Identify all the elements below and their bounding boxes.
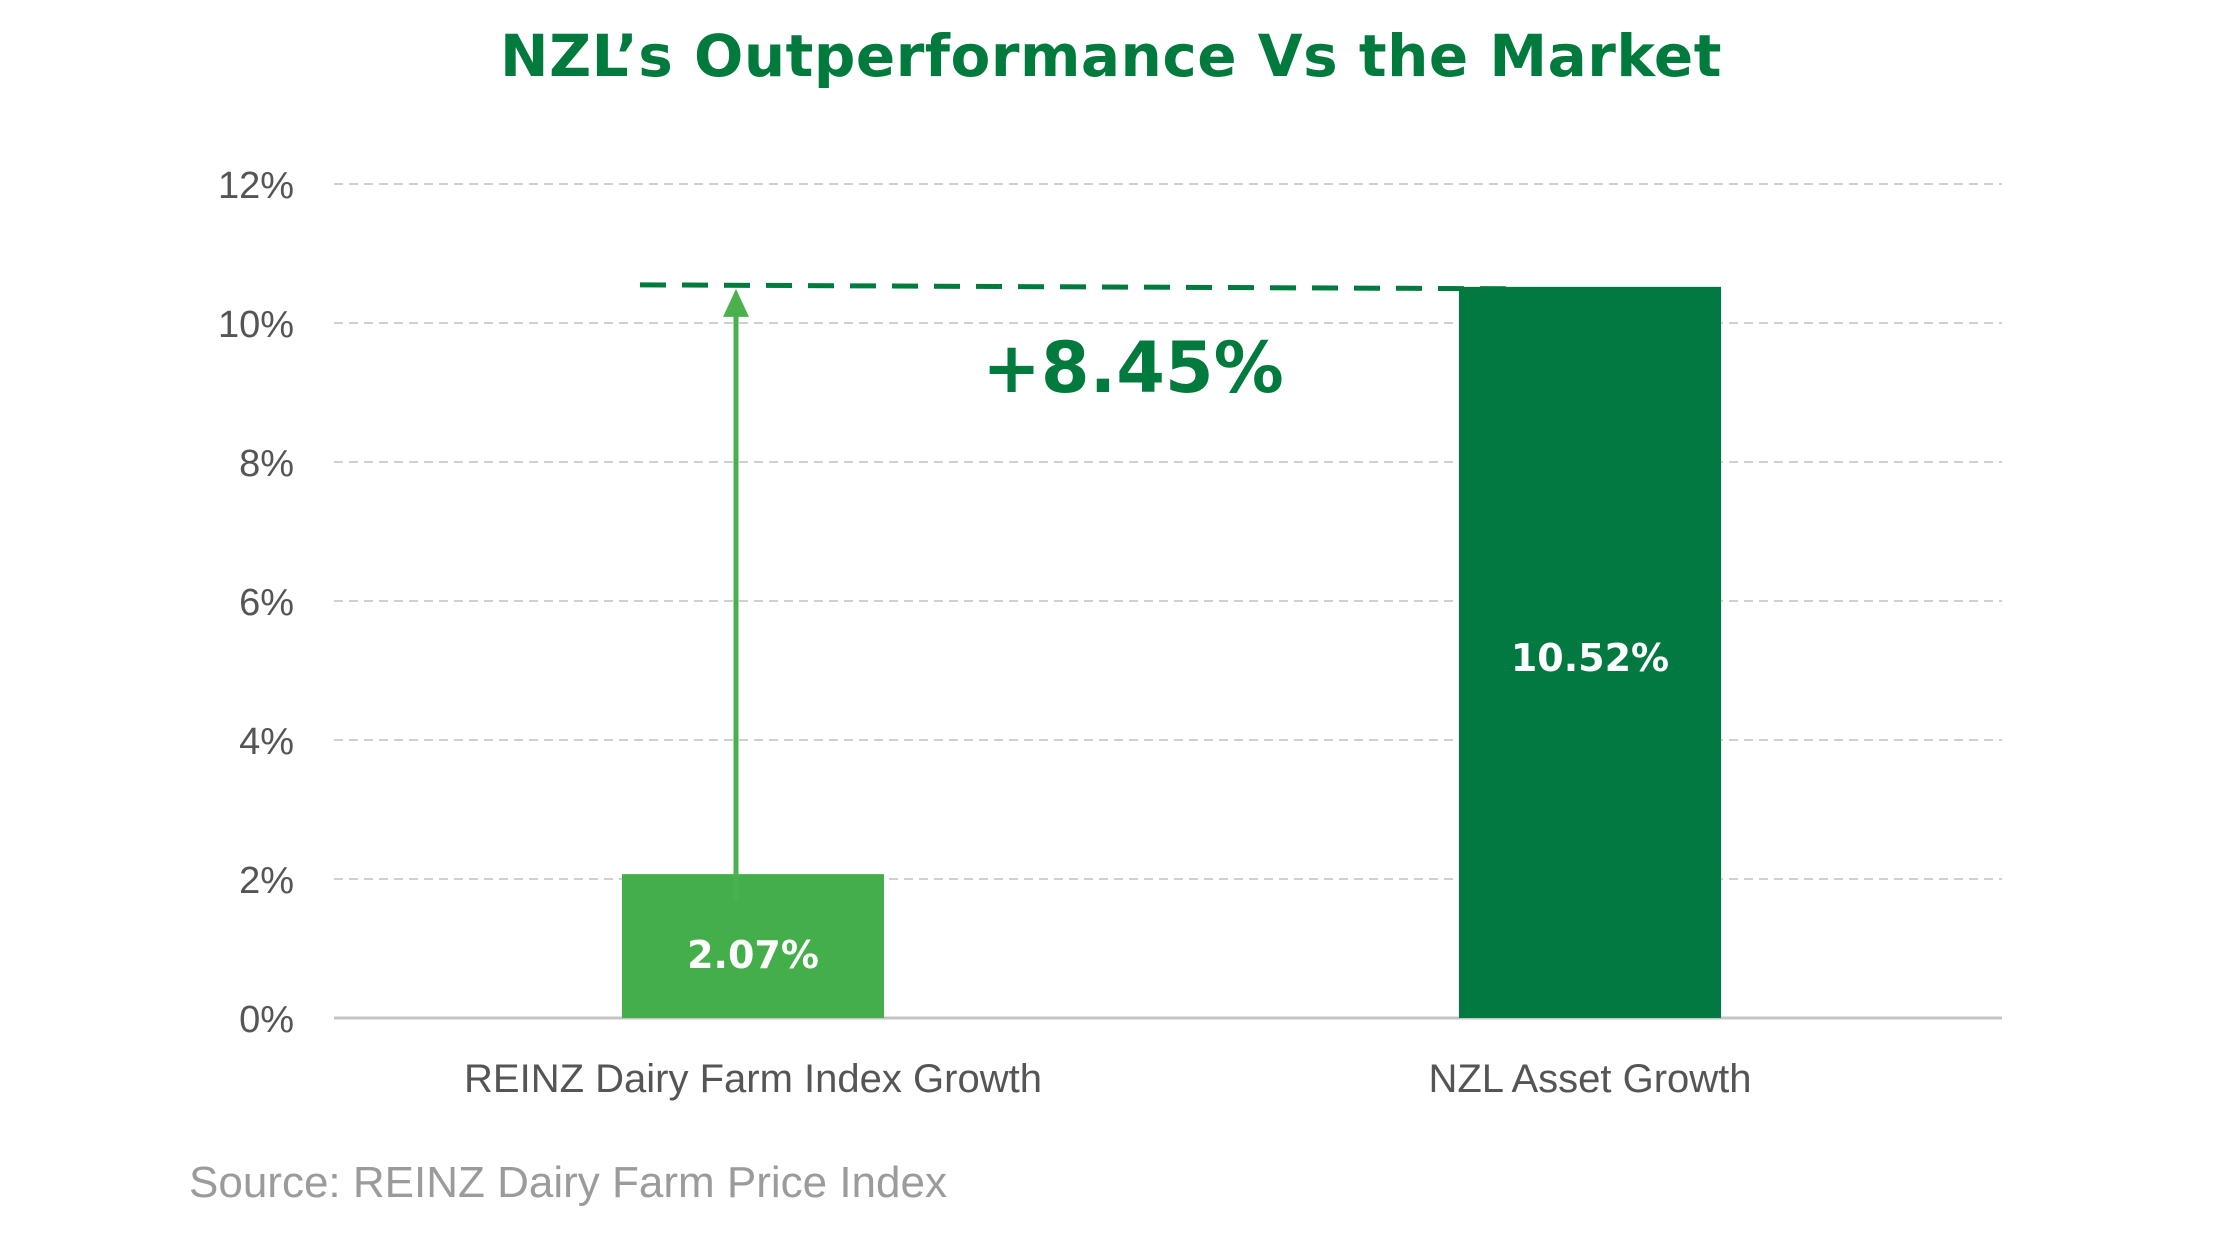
gridlines [334, 183, 2002, 880]
y-tick-label: 6% [239, 582, 294, 624]
x-axis-categories: REINZ Dairy Farm Index Growth NZL Asset G… [464, 1057, 1751, 1101]
bars [622, 286, 1721, 1018]
y-tick-label: 10% [218, 304, 294, 346]
outperformance-delta-label: +8.45% [982, 327, 1284, 409]
x-category-label: REINZ Dairy Farm Index Growth [464, 1057, 1042, 1101]
target-dashed-line [639, 282, 1520, 292]
bar-value-label: 10.52% [1511, 636, 1669, 680]
y-tick-label: 4% [239, 721, 294, 763]
outperformance-annotation: +8.45% [639, 282, 1520, 901]
chart-title: NZL’s Outperformance Vs the Market [500, 22, 1722, 90]
bar-reinz-dairy-farm-index [622, 874, 884, 1018]
x-category-label: NZL Asset Growth [1428, 1057, 1751, 1101]
outperformance-arrow-head [723, 288, 749, 317]
y-tick-label: 0% [239, 999, 294, 1041]
y-tick-label: 2% [239, 860, 294, 902]
source-note: Source: REINZ Dairy Farm Price Index [189, 1158, 947, 1207]
bar-value-labels: 2.07% 10.52% [687, 636, 1669, 977]
y-axis-ticks: 0% 2% 4% 6% 8% 10% 12% [218, 165, 294, 1041]
y-tick-label: 8% [239, 443, 294, 485]
y-tick-label: 12% [218, 165, 294, 207]
bar-nzl-asset-growth [1459, 286, 1721, 1018]
bar-value-label: 2.07% [687, 933, 819, 977]
